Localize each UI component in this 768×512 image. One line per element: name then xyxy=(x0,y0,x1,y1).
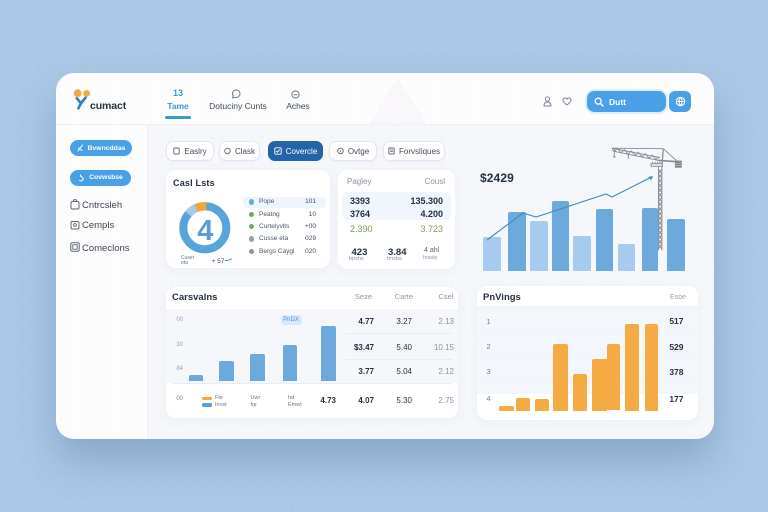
svg-text:4: 4 xyxy=(197,215,213,247)
